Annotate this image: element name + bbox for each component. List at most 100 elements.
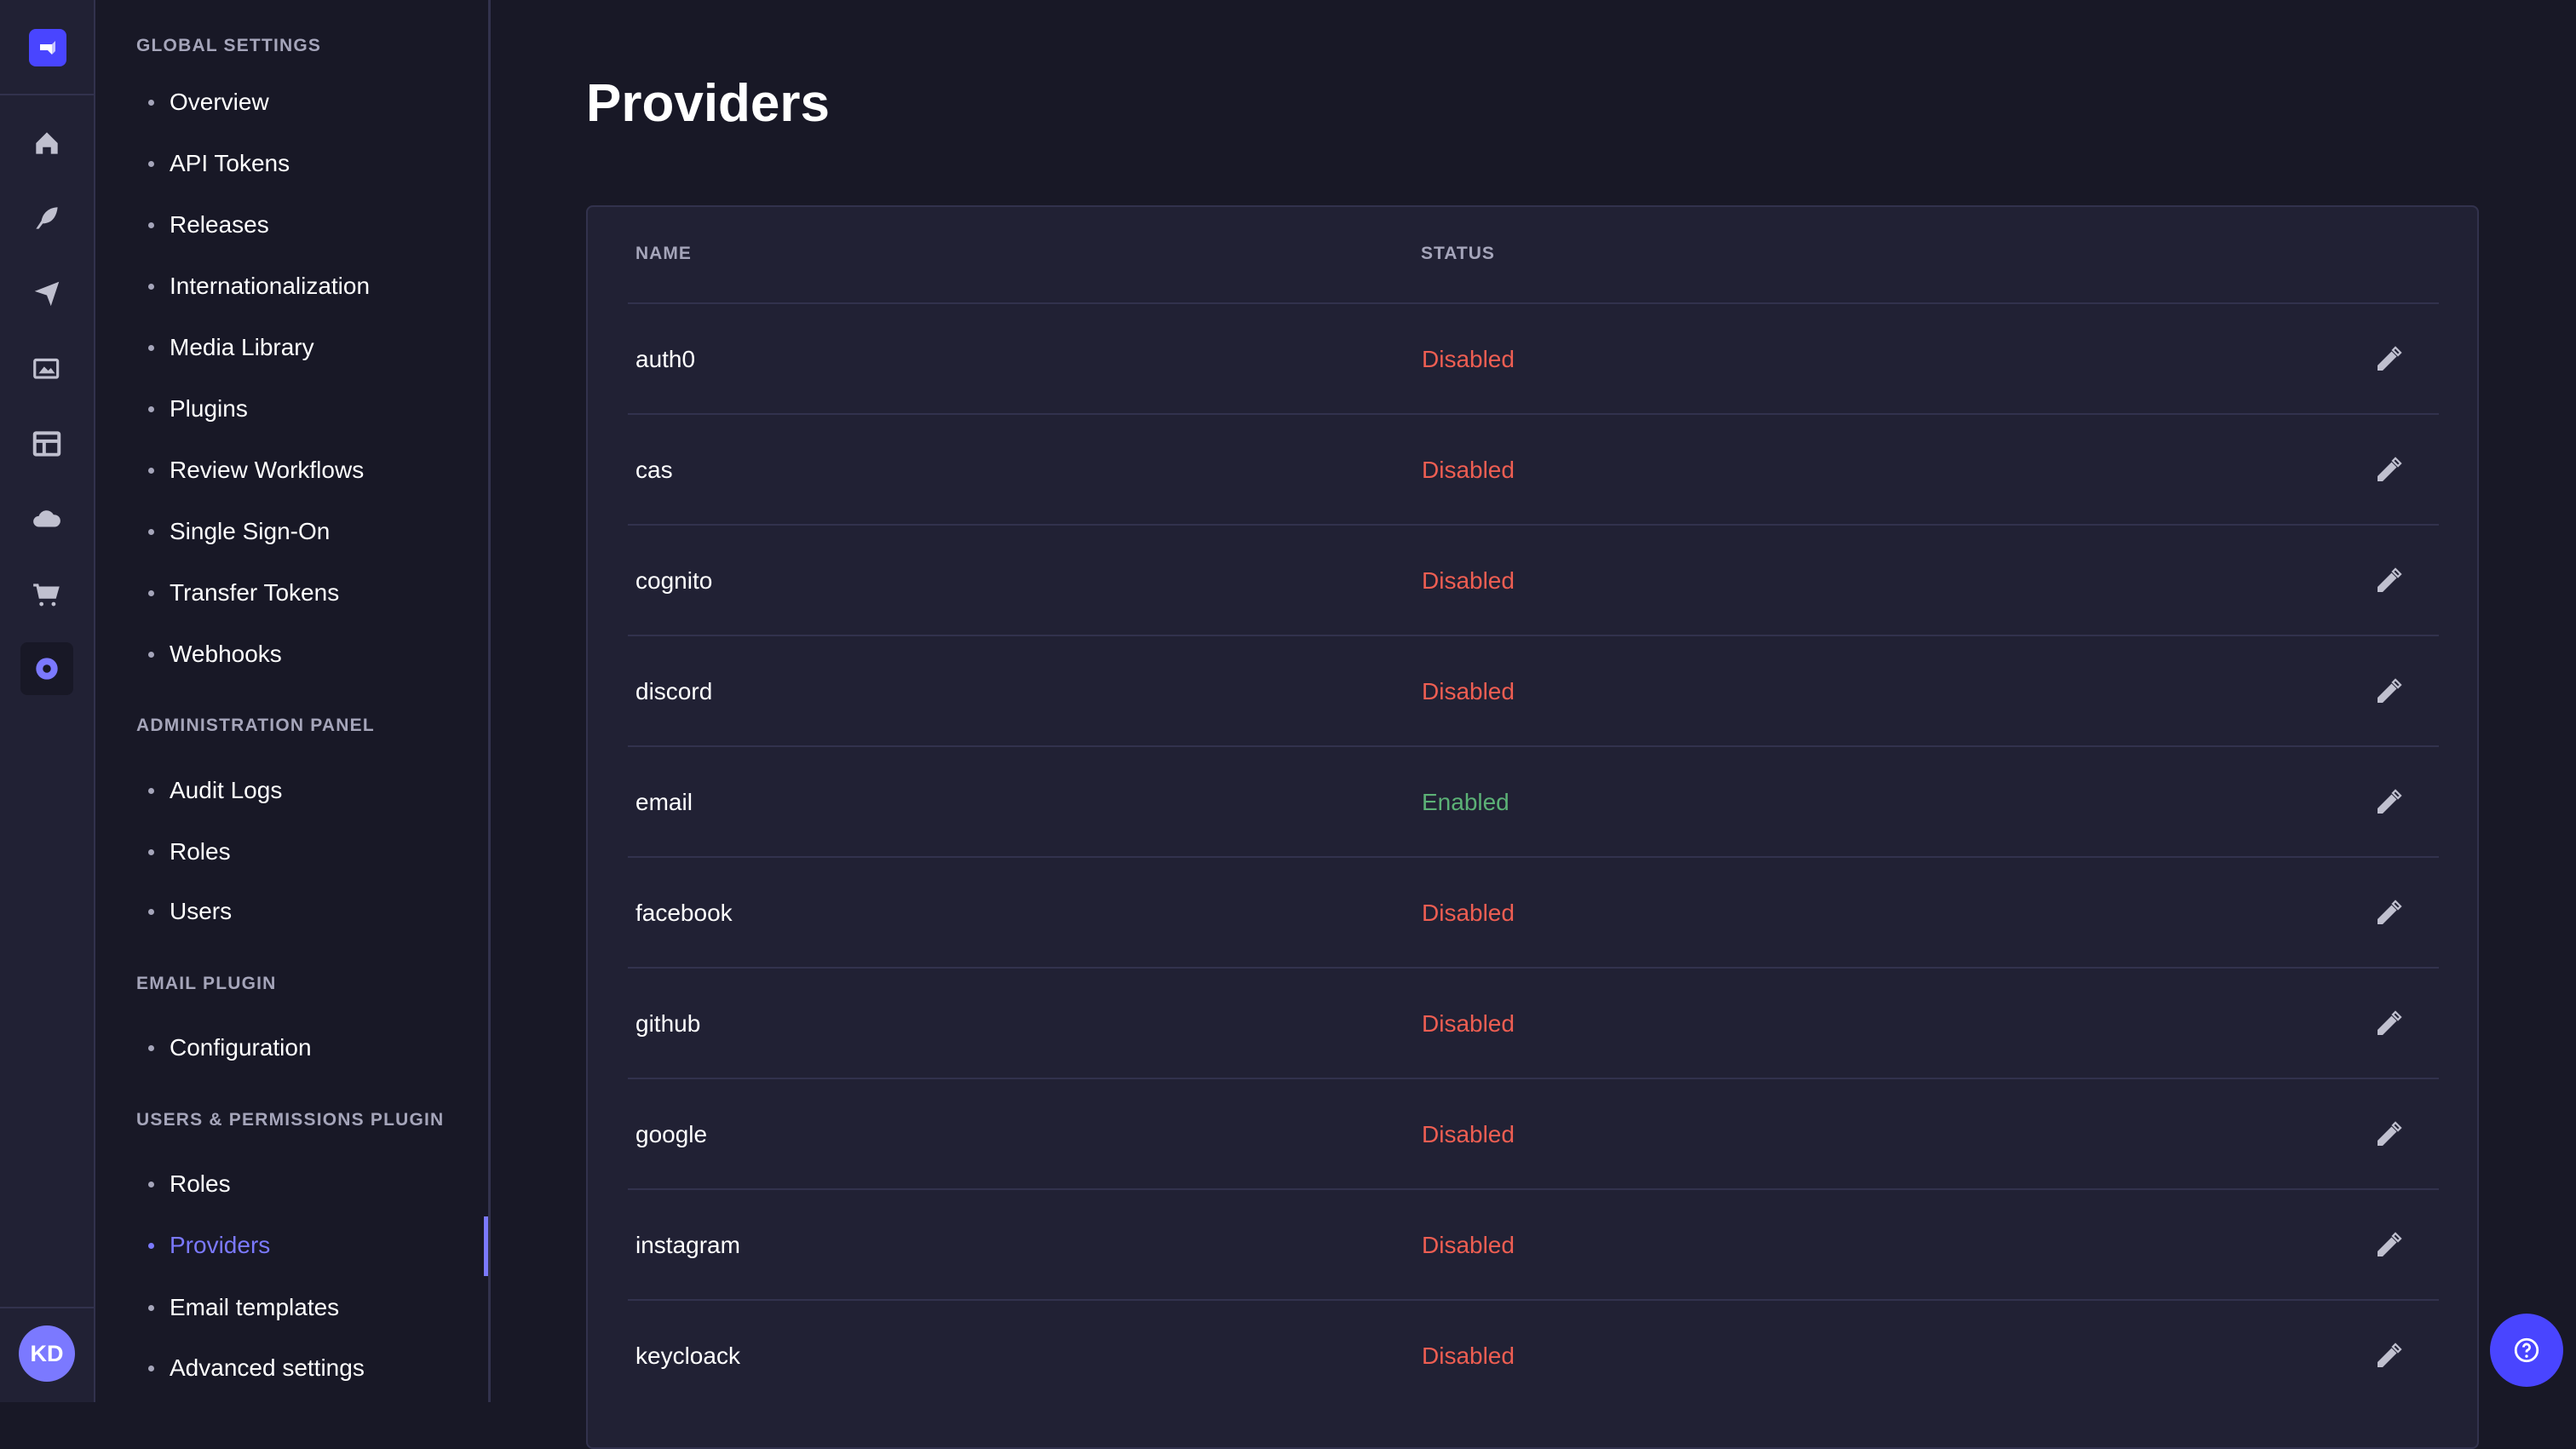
sidebar-item-roles[interactable]: Roles [148,838,231,865]
status-badge: Disabled [1422,900,1515,926]
pencil-icon[interactable] [2372,677,2403,708]
provider-name: discord [635,678,713,704]
pencil-icon[interactable] [2372,1120,2403,1151]
sidebar-item-media-library[interactable]: Media Library [148,334,314,361]
sidebar-item-releases[interactable]: Releases [148,211,269,239]
provider-name: github [635,1010,701,1037]
bullet [148,160,154,167]
pencil-icon[interactable] [2372,1231,2403,1262]
bullet [148,651,154,658]
pencil-icon[interactable] [2372,1342,2403,1372]
table-row[interactable]: instagram Disabled [628,1188,2439,1299]
table-row[interactable]: email Enabled [628,745,2439,856]
main-nav-rail: KD [0,0,95,1402]
bullet [148,1181,154,1187]
cloud-icon [33,510,60,527]
pencil-icon[interactable] [2372,456,2403,486]
pencil-icon[interactable] [2372,899,2403,929]
sidebar-item-transfer-tokens[interactable]: Transfer Tokens [148,579,339,607]
cart-icon [33,584,60,607]
home-icon [36,132,58,154]
help-button[interactable] [2490,1314,2563,1387]
bullet [148,405,154,412]
sidebar-item-label: Roles [170,1170,231,1197]
sidebar-item-label: Webhooks [170,641,282,667]
pencil-icon[interactable] [2372,788,2403,819]
status-badge: Disabled [1422,457,1515,483]
bullet [148,467,154,474]
nav-cloud[interactable] [20,492,73,545]
nav-cart[interactable] [20,568,73,621]
pencil-icon[interactable] [2372,566,2403,597]
sidebar-item-advanced-settings[interactable]: Advanced settings [148,1354,365,1382]
feather-icon [36,207,58,229]
provider-name: email [635,789,693,815]
divider [0,94,94,95]
nav-home[interactable] [20,117,73,170]
paper-plane-icon [34,281,60,307]
gear-icon [36,658,58,680]
sidebar-item-internationalization[interactable]: Internationalization [148,273,370,300]
bullet [148,1242,154,1249]
sidebar-item-email-templates[interactable]: Email templates [148,1294,339,1321]
sidebar-item-review-workflows[interactable]: Review Workflows [148,457,364,484]
section-heading: GLOBAL SETTINGS [136,36,322,55]
provider-name: auth0 [635,346,696,372]
status-badge: Disabled [1422,1121,1515,1147]
table-row[interactable]: cas Disabled [628,413,2439,524]
table-row[interactable]: discord Disabled [628,635,2439,745]
provider-name: keycloack [635,1343,740,1369]
sidebar-item-webhooks[interactable]: Webhooks [148,641,282,668]
sidebar-item-overview[interactable]: Overview [148,89,269,116]
sidebar-item-single-sign-on[interactable]: Single Sign-On [148,518,330,545]
pencil-icon[interactable] [2372,345,2403,376]
settings-sidebar: GLOBAL SETTINGS Overview API Tokens Release… [95,0,491,1402]
nav-images[interactable] [20,342,73,394]
nav-feather[interactable] [20,192,73,244]
pencil-icon[interactable] [2372,1009,2403,1040]
sidebar-item-label: Email templates [170,1294,340,1320]
sidebar-item-label: Advanced settings [170,1354,365,1381]
nav-paper-plane[interactable] [20,267,73,320]
column-header-status[interactable]: STATUS [1421,244,1495,263]
section-heading: ADMINISTRATION PANEL [136,716,375,735]
nav-layout[interactable] [20,417,73,470]
bullet [148,787,154,794]
sidebar-item-api-tokens[interactable]: API Tokens [148,150,290,177]
avatar[interactable]: KD [19,1325,75,1382]
status-badge: Disabled [1422,1010,1515,1037]
sidebar-item-label: Overview [170,89,269,115]
nav-gear[interactable] [20,642,73,695]
sidebar-item-providers[interactable]: Providers [148,1232,270,1259]
sidebar-item-label: Releases [170,211,269,238]
sidebar-item-label: Plugins [170,395,248,422]
sidebar-item-label: Users [170,898,233,924]
table-row[interactable]: cognito Disabled [628,524,2439,635]
sidebar-item-audit-logs[interactable]: Audit Logs [148,777,282,804]
table-row[interactable]: google Disabled [628,1078,2439,1188]
provider-name: google [635,1121,708,1147]
column-header-name[interactable]: NAME [635,244,692,263]
sidebar-item-users[interactable]: Users [148,898,232,925]
sidebar-item-configuration[interactable]: Configuration [148,1034,312,1061]
providers-table: NAME STATUS auth0 Disabled cas Disabled cogn… [586,205,2479,1449]
sidebar-item-roles[interactable]: Roles [148,1170,231,1198]
table-row[interactable]: github Disabled [628,967,2439,1078]
table-row[interactable]: facebook Disabled [628,856,2439,967]
logo-icon [40,41,55,55]
page-title: Providers [586,74,831,133]
table-row[interactable]: auth0 Disabled [628,302,2439,413]
logo[interactable] [29,29,66,66]
sidebar-item-label: Audit Logs [170,777,283,803]
table-row[interactable]: keycloack Disabled [628,1299,2439,1410]
images-icon [33,358,60,379]
sidebar-item-plugins[interactable]: Plugins [148,395,248,423]
sidebar-item-label: Internationalization [170,273,371,299]
bullet [148,221,154,228]
sidebar-item-label: Transfer Tokens [170,579,340,606]
bullet [148,908,154,915]
sidebar-item-label: Configuration [170,1034,312,1061]
active-indicator [484,1216,488,1276]
bullet [148,589,154,596]
status-badge: Disabled [1422,678,1515,704]
